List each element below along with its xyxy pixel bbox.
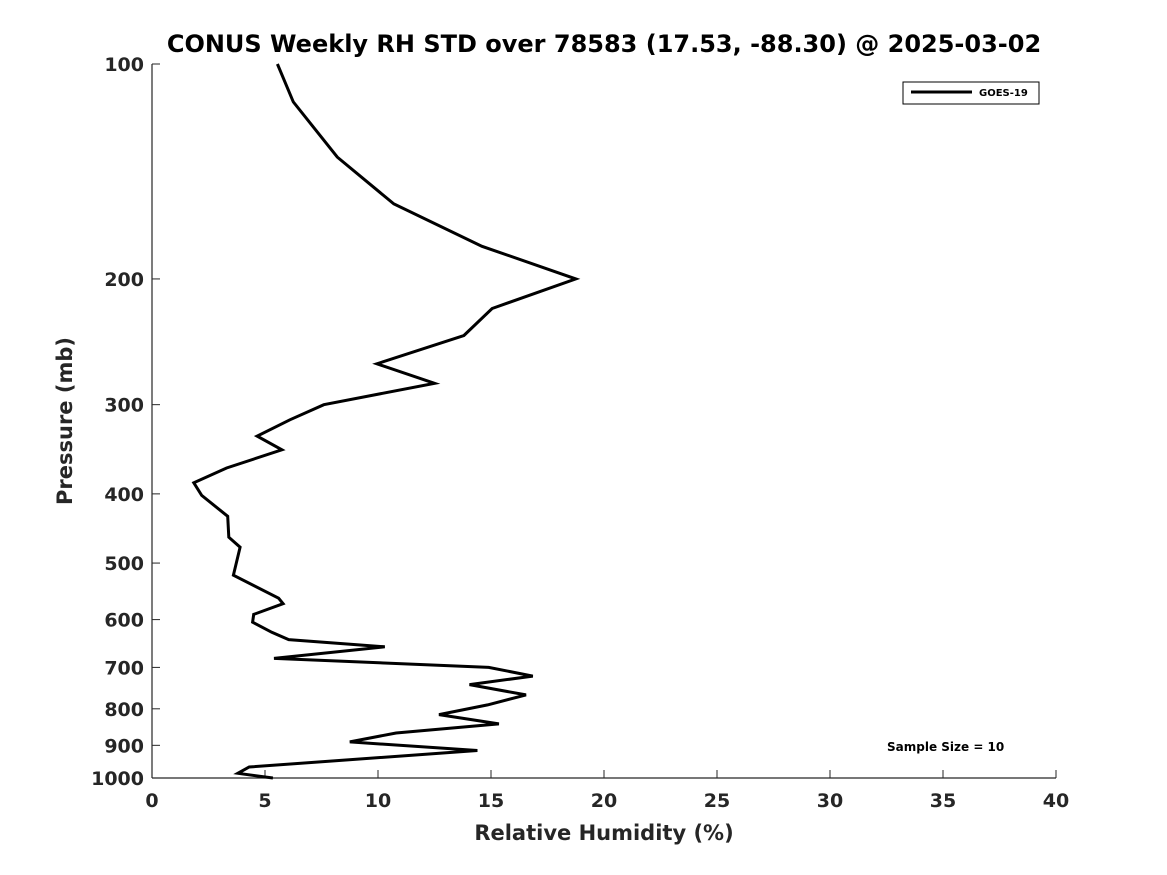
legend: GOES-19 [902,81,1040,105]
y-tick-label: 1000 [91,768,144,790]
legend-label-goes-19: GOES-19 [979,88,1028,99]
y-axis-label: Pressure (mb) [53,337,77,505]
y-tick-label: 100 [104,54,144,76]
y-tick-label: 800 [104,699,144,721]
x-tick-label: 5 [258,790,271,812]
x-tick-label: 40 [1043,790,1069,812]
y-tick-label: 900 [104,735,144,757]
y-tick-label: 300 [104,395,144,417]
x-tick-label: 20 [591,790,617,812]
series-line-goes-19 [191,63,581,780]
x-tick-label: 10 [365,790,391,812]
y-tick-label: 600 [104,610,144,632]
x-axis-label: Relative Humidity (%) [474,821,733,845]
series-layer [191,63,581,780]
y-tick-label: 200 [104,269,144,291]
y-tick-label: 500 [104,553,144,575]
chart-title: CONUS Weekly RH STD over 78583 (17.53, -… [167,30,1041,58]
x-axis-ticks: 0 5 10 15 20 25 30 35 40 [145,770,1069,812]
x-tick-label: 30 [817,790,843,812]
sample-size-annotation: Sample Size = 10 [887,740,1004,754]
y-axis-ticks: 100 200 300 400 500 600 700 800 900 1000 [91,54,160,790]
y-tick-label: 700 [104,657,144,679]
x-tick-label: 25 [704,790,730,812]
x-tick-label: 15 [478,790,504,812]
x-tick-label: 35 [930,790,956,812]
x-tick-label: 0 [145,790,158,812]
y-tick-label: 400 [104,484,144,506]
